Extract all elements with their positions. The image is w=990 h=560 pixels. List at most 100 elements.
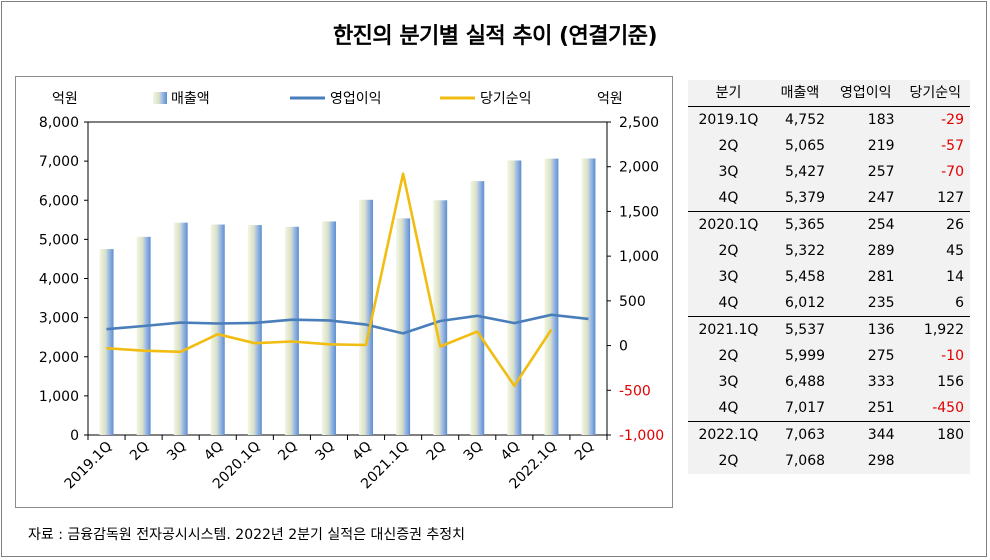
x-tick-label: 3Q bbox=[164, 439, 189, 464]
x-tick-label: 4Q bbox=[498, 439, 523, 464]
revenue-bar bbox=[321, 221, 336, 435]
operating-profit-cell: 219 bbox=[867, 138, 895, 154]
net-income-cell: 45 bbox=[946, 243, 964, 259]
left-tick-label: 7,000 bbox=[39, 154, 79, 170]
revenue-bar bbox=[99, 249, 114, 435]
revenue-cell: 6,488 bbox=[784, 374, 826, 390]
quarter-cell: 3Q bbox=[718, 269, 739, 285]
x-tick-label: 3Q bbox=[312, 439, 337, 464]
revenue-bar bbox=[544, 158, 559, 435]
quarter-cell: 2Q bbox=[718, 138, 739, 154]
revenue-cell: 5,379 bbox=[784, 190, 826, 206]
legend-operating-profit-label: 영업이익 bbox=[330, 91, 382, 107]
quarter-cell: 4Q bbox=[718, 295, 739, 311]
operating-profit-cell: 333 bbox=[867, 374, 895, 390]
left-tick-label: 2,000 bbox=[39, 350, 79, 366]
quarter-cell: 2020.1Q bbox=[688, 211, 769, 238]
left-tick-label: 6,000 bbox=[39, 193, 79, 209]
right-tick-label: -500 bbox=[619, 383, 651, 399]
table-row: 4Q 6,012 235 6 bbox=[688, 290, 970, 317]
right-tick-label: 500 bbox=[619, 294, 646, 310]
operating-profit-cell: 298 bbox=[867, 453, 895, 469]
x-tick-label: 2Q bbox=[424, 439, 449, 464]
quarter-cell: 3Q bbox=[718, 374, 739, 390]
revenue-bar bbox=[136, 236, 151, 435]
net-income-cell: -29 bbox=[941, 112, 964, 128]
net-income-cell: 1,922 bbox=[900, 316, 970, 343]
right-axis-unit: 억원 bbox=[597, 91, 623, 107]
revenue-cell: 7,068 bbox=[784, 453, 826, 469]
table-row: 2022.1Q 7,063 344 180 bbox=[688, 421, 970, 448]
operating-profit-cell: 247 bbox=[867, 190, 895, 206]
revenue-cell: 7,063 bbox=[768, 421, 832, 448]
left-tick-label: 8,000 bbox=[39, 115, 79, 131]
x-tick-label: 3Q bbox=[461, 439, 486, 464]
right-tick-label: 0 bbox=[619, 339, 628, 355]
table-row: 2019.1Q 4,752 183 -29 bbox=[688, 107, 970, 134]
quarter-cell: 2022.1Q bbox=[688, 421, 769, 448]
revenue-bar bbox=[581, 158, 596, 436]
operating-profit-cell: 289 bbox=[867, 243, 895, 259]
header-net-income: 당기순익 bbox=[900, 80, 970, 107]
x-tick-label: 2Q bbox=[275, 439, 300, 464]
operating-profit-cell: 257 bbox=[867, 164, 895, 180]
net-income-cell: 14 bbox=[946, 269, 964, 285]
plot-area bbox=[87, 121, 608, 436]
x-tick-label: 4Q bbox=[201, 439, 226, 464]
revenue-bar bbox=[433, 200, 448, 435]
x-tick-label: 4Q bbox=[349, 439, 374, 464]
source-note: 자료 : 금융감독원 전자공시시스템. 2022년 2분기 실적은 대신증권 추… bbox=[28, 527, 466, 543]
table-row: 3Q 5,458 281 14 bbox=[688, 264, 970, 290]
net-income-cell: 180 bbox=[900, 421, 970, 448]
left-axis-unit: 억원 bbox=[52, 91, 78, 107]
table-row: 2Q 7,068 298 bbox=[688, 448, 970, 474]
revenue-cell: 6,012 bbox=[784, 295, 826, 311]
header-operating-profit: 영업이익 bbox=[831, 80, 901, 107]
results-table: 분기 매출액 영업이익 당기순익 2019.1Q 4,752 183 -29 2Q 5,0… bbox=[688, 80, 970, 474]
net-income-cell: -70 bbox=[941, 164, 964, 180]
x-tick-label: 2Q bbox=[572, 439, 597, 464]
operating-profit-cell: 254 bbox=[831, 211, 901, 238]
left-tick-label: 0 bbox=[70, 428, 79, 444]
table-row: 2Q 5,065 219 -57 bbox=[688, 133, 970, 159]
right-tick-label: 2,000 bbox=[619, 160, 659, 176]
table-row: 4Q 7,017 251 -450 bbox=[688, 395, 970, 422]
left-tick-label: 3,000 bbox=[39, 311, 79, 327]
revenue-bar bbox=[470, 181, 485, 435]
header-quarter: 분기 bbox=[688, 80, 769, 107]
revenue-bar bbox=[247, 225, 262, 435]
net-income-cell: -10 bbox=[941, 348, 964, 364]
revenue-cell: 5,065 bbox=[784, 138, 826, 154]
operating-profit-cell: 136 bbox=[831, 316, 901, 343]
table-row: 2021.1Q 5,537 136 1,922 bbox=[688, 316, 970, 343]
right-tick-label: 2,500 bbox=[619, 115, 659, 131]
table-row: 2020.1Q 5,365 254 26 bbox=[688, 211, 970, 238]
quarter-cell: 3Q bbox=[718, 164, 739, 180]
quarter-cell: 2Q bbox=[718, 243, 739, 259]
table-row: 4Q 5,379 247 127 bbox=[688, 185, 970, 212]
header-revenue: 매출액 bbox=[768, 80, 832, 107]
right-tick-label: -1,000 bbox=[619, 428, 664, 444]
x-tick-label: 2019.1Q bbox=[62, 439, 116, 493]
table-row: 3Q 6,488 333 156 bbox=[688, 369, 970, 395]
quarter-cell: 2Q bbox=[718, 348, 739, 364]
revenue-bar bbox=[507, 160, 522, 435]
revenue-bar bbox=[359, 199, 374, 435]
quarter-cell: 2019.1Q bbox=[698, 112, 759, 128]
quarter-cell: 2021.1Q bbox=[688, 316, 769, 343]
x-tick-label: 2Q bbox=[127, 439, 152, 464]
revenue-cell: 4,752 bbox=[784, 112, 826, 128]
revenue-cell: 7,017 bbox=[784, 400, 826, 416]
net-income-cell bbox=[901, 448, 970, 474]
operating-profit-line bbox=[106, 313, 589, 335]
revenue-cell: 5,427 bbox=[784, 164, 826, 180]
operating-profit-cell: 251 bbox=[867, 400, 895, 416]
revenue-bar bbox=[173, 222, 188, 435]
net-income-line bbox=[106, 172, 553, 388]
revenue-bar bbox=[396, 218, 411, 435]
left-tick-label: 1,000 bbox=[39, 389, 79, 405]
net-income-cell: -450 bbox=[932, 400, 964, 416]
chart-area bbox=[15, 76, 673, 508]
legend-revenue-label: 매출액 bbox=[171, 91, 210, 107]
